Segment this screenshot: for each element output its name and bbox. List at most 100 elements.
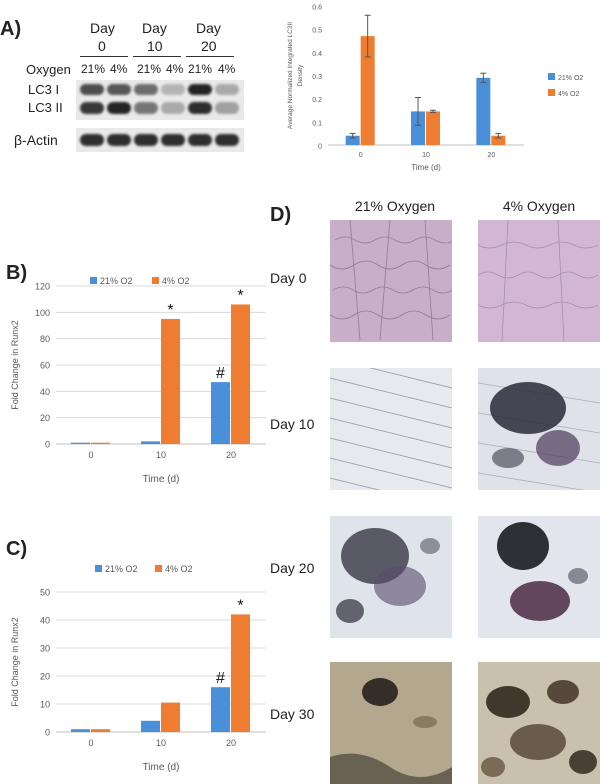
micrograph-day0-21: [330, 220, 452, 342]
bar-4-o2-day-20: [491, 135, 506, 145]
micrograph-day30-21: [330, 662, 452, 784]
bar-21-o2-day-0: [345, 135, 360, 145]
y-tick-label: 0: [45, 440, 50, 450]
actin-label: β-Actin: [14, 132, 58, 148]
day-word-0: Day: [90, 20, 115, 36]
column-label-21-oxygen: 21% Oxygen: [354, 198, 436, 214]
bar-4-o2-day-20: [231, 614, 250, 732]
y-tick-label: 40: [40, 616, 50, 626]
day-value-10: 10: [147, 38, 163, 54]
micrograph-day0-4: [478, 220, 600, 342]
micrograph-day20-21: [330, 516, 452, 638]
panel-d-letter: D): [270, 204, 292, 226]
lc3-ii-band-5: [188, 102, 212, 114]
x-tick-label: 20: [226, 450, 236, 460]
lc3-i-band-6: [215, 84, 239, 95]
day-underline-20: [186, 56, 234, 57]
significance-marker: *: [237, 597, 243, 614]
significance-marker: #: [216, 670, 225, 687]
significance-marker: *: [167, 302, 173, 319]
y-axis-title: Average Normalized Integrated LC3II: [287, 22, 294, 129]
bar-21-o2-day-10: [141, 441, 160, 444]
bar-4-o2-day-0: [91, 442, 110, 444]
bar-21-o2-day-20: [476, 77, 491, 145]
micrograph-day10-4: [478, 368, 600, 490]
y-tick-label: 0.1: [312, 120, 322, 127]
actin-band-6: [215, 134, 239, 146]
legend-label: 21% O2: [105, 564, 138, 574]
y-tick-label: 0.4: [312, 51, 322, 58]
y-tick-label: 10: [40, 700, 50, 710]
bar-21-o2-day-20: [211, 687, 230, 732]
bar-21-o2-day-10: [141, 720, 160, 732]
x-tick-label: 0: [359, 152, 363, 159]
y-tick-label: 60: [40, 361, 50, 371]
x-tick-label: 10: [156, 738, 166, 748]
x-tick-label: 20: [226, 738, 236, 748]
bar-21-o2-day-20: [211, 382, 230, 444]
y-tick-label: 20: [40, 672, 50, 682]
y-tick-label: 0.5: [312, 28, 322, 35]
row-label-day-10: Day 10: [270, 416, 315, 432]
bar-21-o2-day-0: [71, 729, 90, 732]
lc3-ii-band-6: [215, 102, 239, 114]
legend-label: 4% O2: [162, 276, 190, 286]
bar-4-o2-day-0: [91, 729, 110, 732]
y-tick-label: 50: [40, 588, 50, 598]
lc3-i-band-4: [161, 84, 185, 95]
y-tick-label: 40: [40, 387, 50, 397]
y-tick-label: 120: [35, 282, 50, 292]
lc3-ii-band-4: [161, 102, 185, 114]
y-tick-label: 0.6: [312, 5, 322, 12]
legend-swatch: [548, 89, 555, 96]
legend-swatch: [90, 277, 97, 284]
bar-21-o2-day-0: [71, 442, 90, 444]
y-axis-title-line-2: Density: [297, 64, 304, 86]
panel-b-letter: B): [6, 262, 28, 284]
significance-marker: *: [237, 287, 243, 304]
x-axis-title: Time (d): [143, 762, 180, 773]
y-tick-label: 0.3: [312, 74, 322, 81]
runx2-chart-b: 0 20 40 60 80 100 120 0 10 20 * # * Time (d) Fold Chan…: [10, 276, 266, 485]
lc3-ii-band-2: [107, 102, 131, 114]
x-axis-title: Time (d): [143, 474, 180, 485]
bar-4-o2-day-0: [360, 36, 375, 145]
oxygen-level-2: 4%: [110, 62, 128, 76]
y-tick-label: 0.2: [312, 97, 322, 104]
panel-a-letter: A): [0, 18, 22, 40]
legend-label: 4% O2: [558, 91, 580, 98]
oxygen-level-4: 4%: [166, 62, 184, 76]
y-tick-label: 80: [40, 334, 50, 344]
bar-4-o2-day-10: [161, 318, 180, 444]
oxygen-level-6: 4%: [218, 62, 236, 76]
oxygen-level-3: 21%: [137, 62, 162, 76]
actin-band-5: [188, 134, 212, 146]
legend-label: 21% O2: [558, 75, 583, 82]
y-axis-title: Fold Change in Runx2: [10, 320, 20, 410]
y-tick-label: 0: [318, 144, 322, 151]
y-tick-label: 20: [40, 413, 50, 423]
x-tick-label: 0: [88, 738, 93, 748]
x-tick-label: 10: [156, 450, 166, 460]
day-value-0: 0: [98, 38, 106, 54]
lc3-ii-label: LC3 II: [28, 100, 63, 115]
legend-label: 4% O2: [165, 564, 193, 574]
x-tick-label: 20: [487, 152, 495, 159]
lc3-ii-band-1: [80, 102, 104, 114]
column-label-4-oxygen: 4% Oxygen: [502, 198, 576, 214]
y-tick-label: 30: [40, 644, 50, 654]
panel-c-letter: C): [6, 538, 28, 560]
actin-band-2: [107, 134, 131, 146]
micrograph-day10-21: [330, 368, 452, 490]
oxygen-level-1: 21%: [81, 62, 106, 76]
actin-blot: [76, 128, 244, 152]
legend-swatch: [152, 277, 159, 284]
micrograph-day20-4: [478, 516, 600, 638]
y-tick-label: 100: [35, 308, 50, 318]
lc3-i-band-2: [107, 84, 131, 95]
actin-band-4: [161, 134, 185, 146]
lc3-i-band-1: [80, 84, 104, 95]
row-label-day-0: Day 0: [270, 270, 307, 286]
day-underline-0: [80, 56, 128, 57]
lc3-blot: [76, 80, 244, 120]
